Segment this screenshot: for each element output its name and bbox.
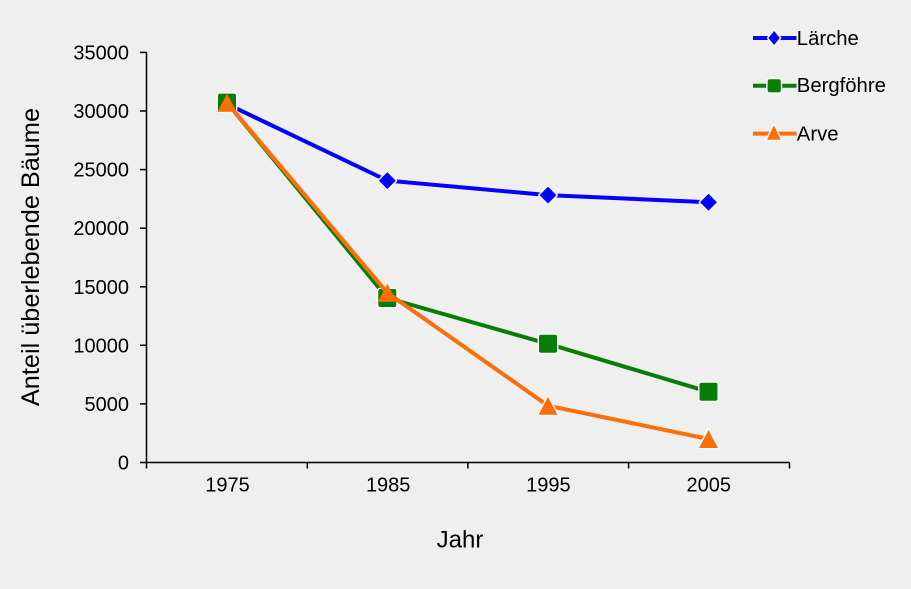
svg-text:25000: 25000 [73, 160, 129, 182]
svg-text:1995: 1995 [526, 475, 571, 497]
svg-text:30000: 30000 [73, 101, 129, 123]
svg-text:Arve: Arve [797, 123, 839, 145]
svg-text:5000: 5000 [85, 394, 130, 416]
svg-text:1975: 1975 [205, 475, 250, 497]
svg-text:0: 0 [118, 453, 129, 475]
svg-text:15000: 15000 [73, 277, 129, 299]
svg-text:Jahr: Jahr [437, 527, 484, 554]
svg-text:20000: 20000 [73, 218, 129, 240]
svg-text:Lärche: Lärche [797, 28, 859, 50]
svg-text:Bergföhre: Bergföhre [797, 75, 886, 97]
svg-text:10000: 10000 [73, 335, 129, 357]
svg-text:Anteil überlebende Bäume: Anteil überlebende Bäume [17, 108, 45, 406]
svg-text:2005: 2005 [687, 475, 732, 497]
svg-text:1985: 1985 [366, 475, 411, 497]
svg-text:35000: 35000 [73, 42, 129, 64]
